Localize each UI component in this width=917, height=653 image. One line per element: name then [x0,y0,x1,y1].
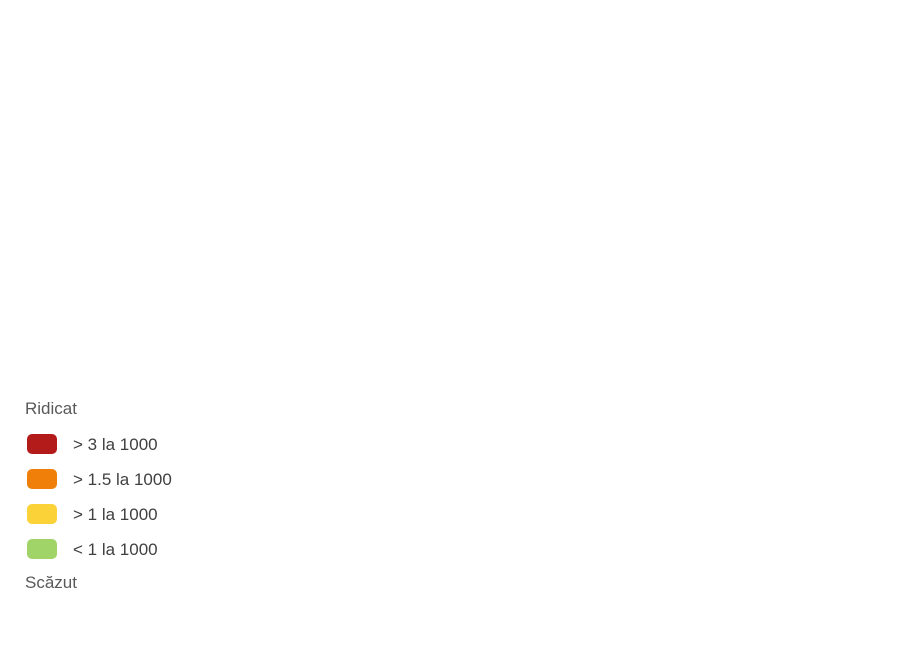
svg-text:Ridicat: Ridicat [25,399,77,418]
svg-text:> 3 la 1000: > 3 la 1000 [73,435,158,454]
svg-text:> 1 la 1000: > 1 la 1000 [73,505,158,524]
svg-text:< 1 la 1000: < 1 la 1000 [73,540,158,559]
svg-text:Scăzut: Scăzut [25,573,77,592]
svg-text:> 1.5 la 1000: > 1.5 la 1000 [73,470,172,489]
